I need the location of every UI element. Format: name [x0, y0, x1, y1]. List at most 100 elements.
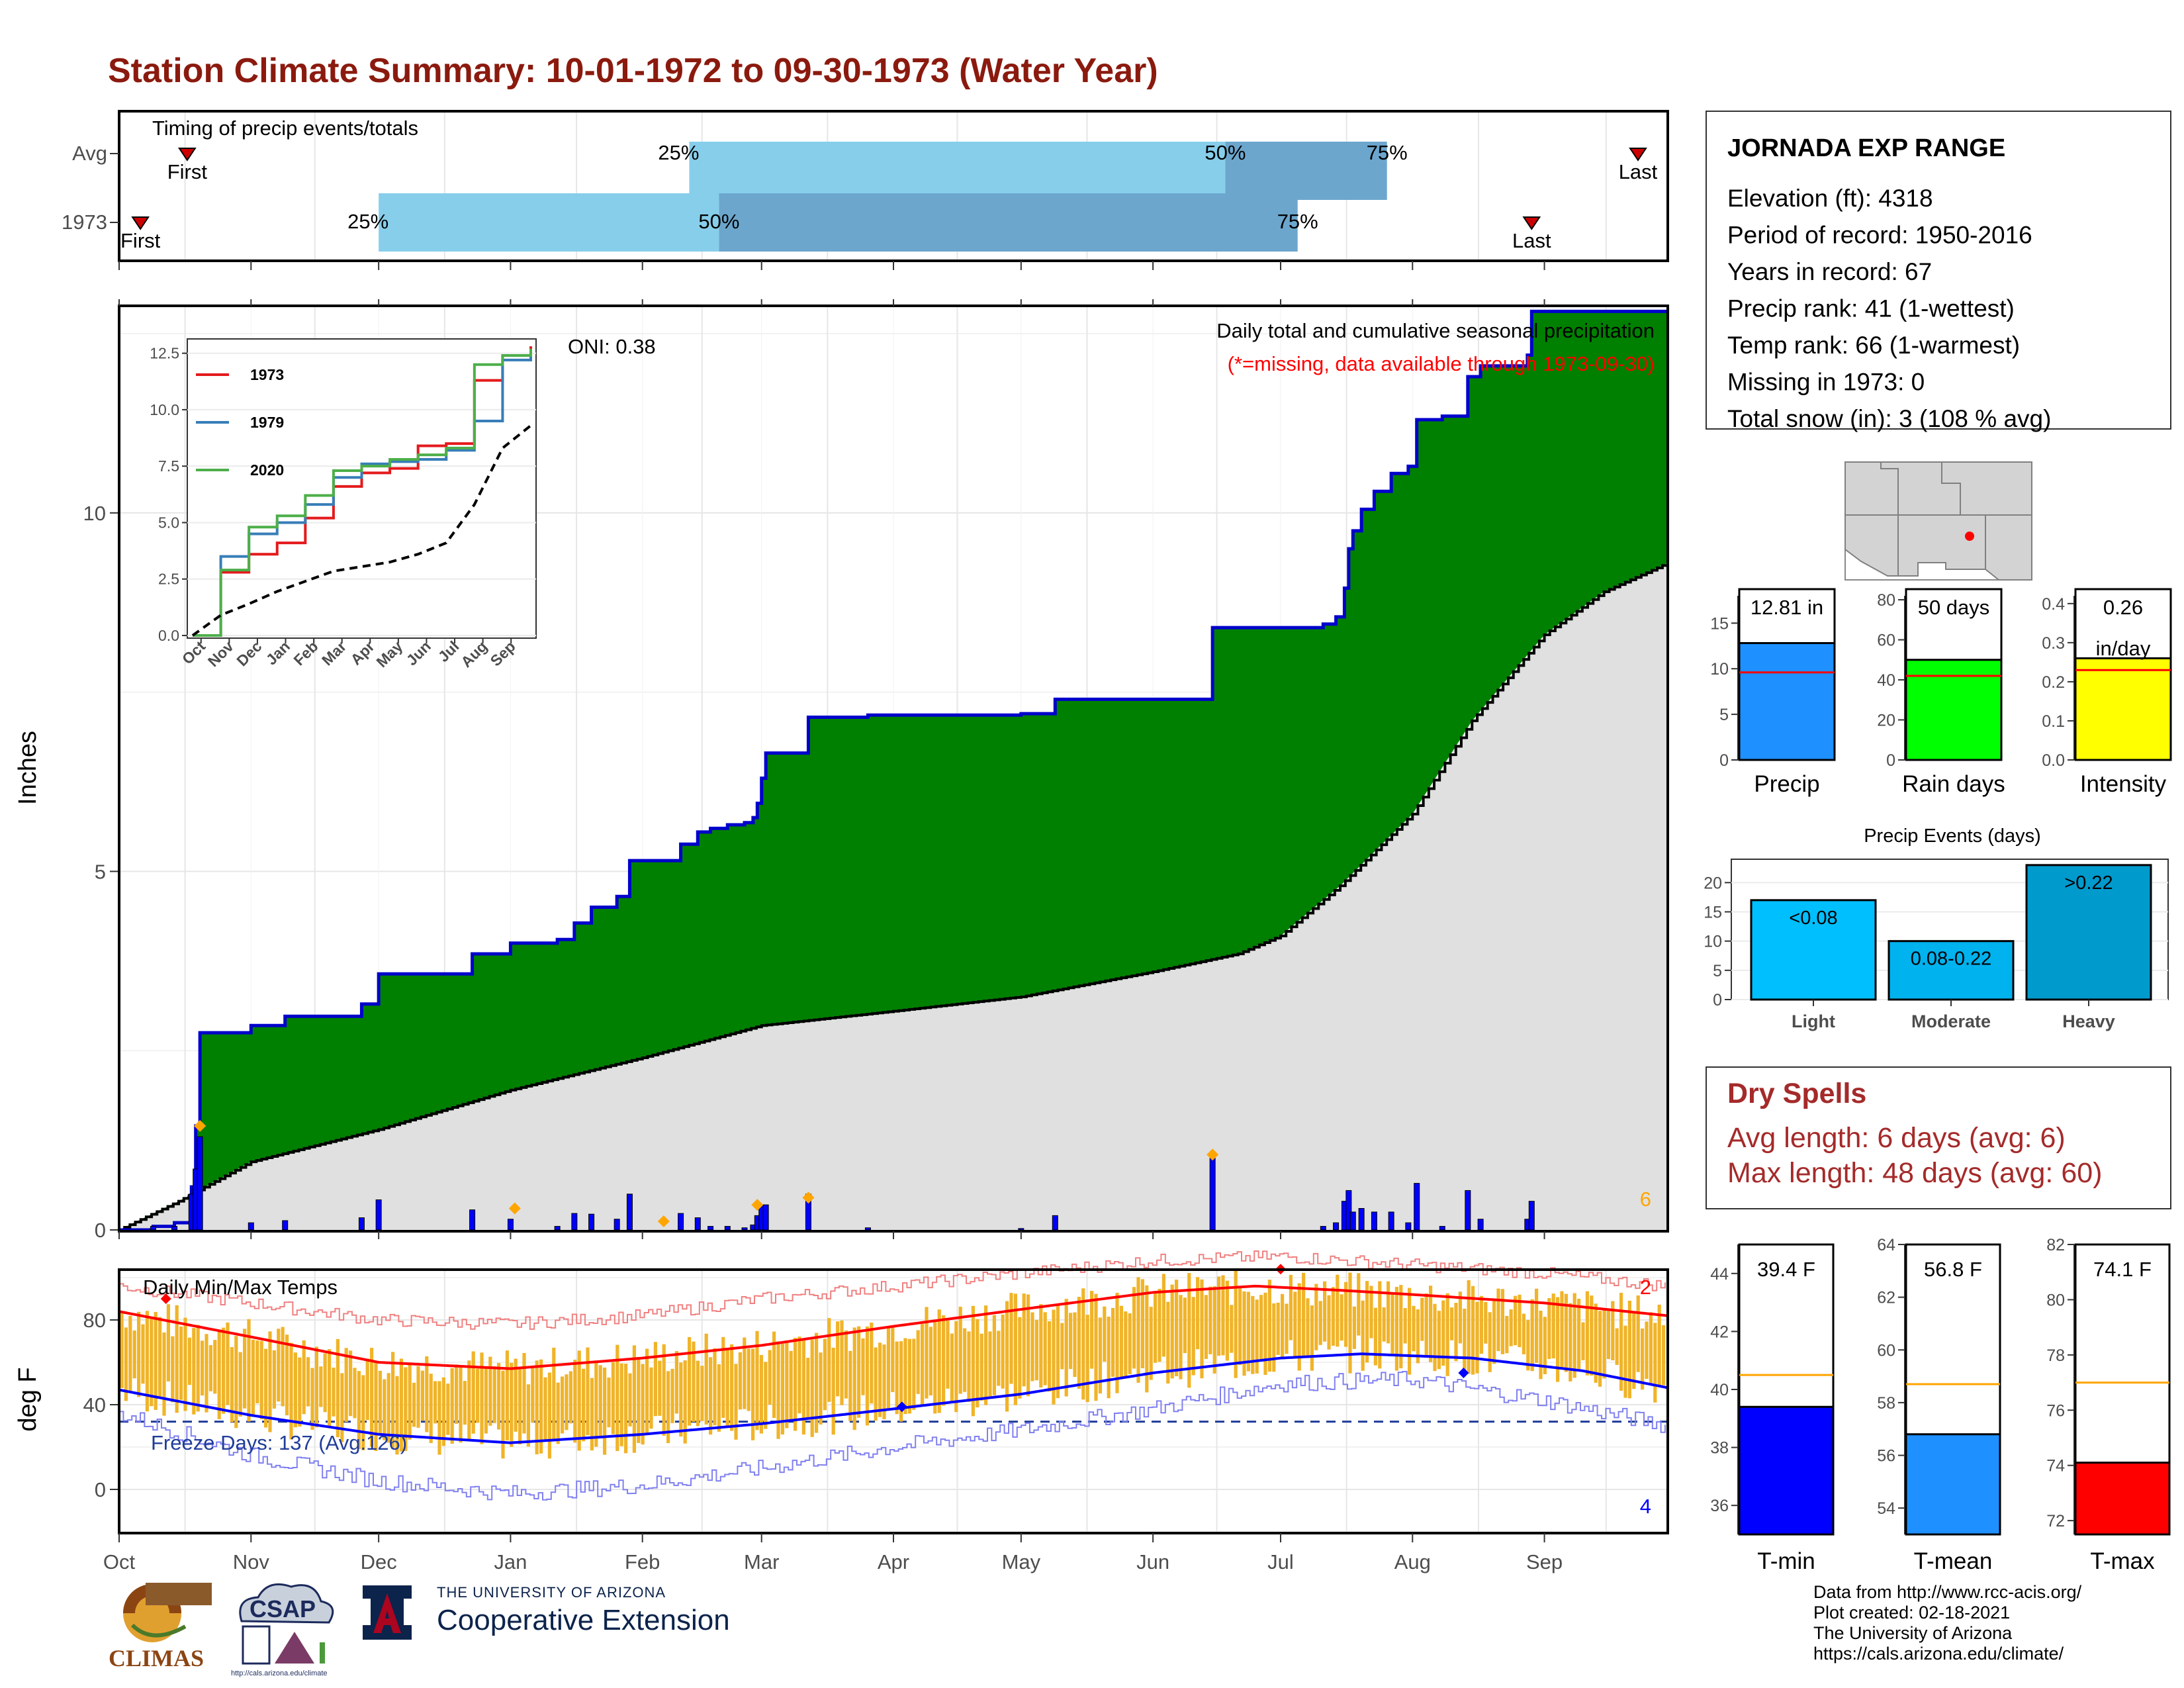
daily-temp-range-bar: [1518, 1294, 1522, 1348]
daily-temp-range-bar: [277, 1329, 281, 1402]
daily-temp-range-bar: [166, 1304, 170, 1382]
daily-temp-range-bar: [1259, 1295, 1263, 1361]
snow-marker: [802, 1192, 815, 1204]
daily-temp-range-bar: [1598, 1311, 1602, 1387]
daily-temp-range-bar: [683, 1360, 687, 1444]
daily-temp-range-bar: [577, 1350, 581, 1451]
daily-temp-range-bar: [132, 1330, 136, 1379]
daily-temp-range-bar: [340, 1373, 344, 1442]
university-of-arizona-logo: [357, 1579, 417, 1652]
station-info-line: Years in record: 67: [1727, 258, 1932, 285]
daily-precip-bar: [1358, 1208, 1365, 1231]
timing-panel: Timing of precip events/totals Avg 1973 …: [62, 110, 1669, 270]
daily-temp-range-bar: [1140, 1279, 1144, 1368]
daily-temp-range-bar: [1064, 1299, 1068, 1397]
inset-legend-label: 1973: [250, 366, 284, 383]
summary-ytick-label: 0.2: [2042, 673, 2065, 692]
daily-precip-bar: [724, 1226, 731, 1231]
daily-temp-range-bar: [670, 1368, 674, 1423]
daily-temp-range-bar: [378, 1370, 382, 1435]
temp-summary-value: 56.8 F: [1924, 1258, 1982, 1281]
daily-temp-range-bar: [323, 1353, 327, 1413]
daily-temp-range-bar: [171, 1336, 175, 1403]
daily-temp-range-bar: [399, 1358, 403, 1452]
daily-temp-range-bar: [535, 1360, 539, 1454]
timing-label: Timing of precip events/totals: [152, 117, 418, 140]
temp-extreme-marker: [160, 1293, 171, 1304]
daily-temp-range-bar: [1318, 1301, 1322, 1345]
daily-temp-range-bar: [1331, 1287, 1335, 1346]
daily-temp-range-bar: [738, 1352, 742, 1410]
daily-precip-bar: [571, 1213, 578, 1231]
daily-temp-range-bar: [865, 1326, 869, 1426]
inset-ytick-label: 10.0: [150, 401, 179, 418]
daily-temp-range-bar: [907, 1338, 911, 1414]
csap-logo-text: CSAP: [250, 1595, 316, 1622]
daily-temp-range-bar: [979, 1333, 983, 1401]
daily-precip-bar: [282, 1220, 289, 1231]
daily-temp-range-bar: [441, 1377, 445, 1446]
daily-temp-range-bar: [1547, 1297, 1551, 1359]
temp-summary-ytick-label: 82: [2046, 1236, 2065, 1254]
daily-precip-bar: [588, 1213, 595, 1231]
dry-spells-title: Dry Spells: [1727, 1078, 1866, 1109]
daily-temp-range-bar: [1488, 1312, 1492, 1372]
precip-ytick-label: 10: [83, 502, 106, 525]
summary-ytick-label: 20: [1877, 712, 1895, 730]
daily-temp-range-bar: [497, 1362, 501, 1430]
month-axis-label: Nov: [233, 1550, 270, 1573]
temp-ytick-label: 0: [95, 1478, 106, 1501]
temp-summary-ytick-label: 78: [2046, 1346, 2065, 1365]
daily-temp-range-bar: [1471, 1286, 1475, 1375]
daily-temp-range-bar: [1429, 1286, 1433, 1362]
daily-temp-range-bar: [196, 1325, 200, 1412]
daily-temp-range-bar: [395, 1376, 399, 1455]
daily-precip-bar: [1349, 1211, 1356, 1231]
daily-temp-range-bar: [1276, 1302, 1280, 1355]
daily-temp-range-bar: [1018, 1317, 1022, 1399]
daily-precip-bar: [1320, 1226, 1326, 1231]
daily-precip-bar: [469, 1209, 476, 1231]
station-name: JORNADA EXP RANGE: [1727, 134, 2005, 162]
daily-temp-range-bar: [1043, 1312, 1047, 1385]
daily-temp-range-bar: [598, 1365, 602, 1437]
daily-temp-range-bar: [954, 1321, 958, 1413]
daily-temp-range-bar: [789, 1350, 793, 1420]
daily-temp-range-bar: [365, 1358, 369, 1421]
daily-temp-range-bar: [1196, 1277, 1200, 1350]
daily-temp-range-bar: [522, 1352, 526, 1434]
daily-temp-range-bar: [514, 1358, 518, 1432]
daily-temp-range-bar: [319, 1366, 323, 1407]
daily-temp-range-bar: [251, 1339, 255, 1416]
temp-summary-ytick-label: 54: [1877, 1499, 1895, 1518]
daily-temp-range-bar: [1285, 1303, 1289, 1354]
summary-ytick-label: 40: [1877, 671, 1895, 690]
precip-ylabel: Inches: [14, 731, 42, 805]
events-ytick-label: 5: [1713, 962, 1722, 980]
daily-temp-range-bar: [1623, 1325, 1627, 1398]
daily-temp-range-bar: [1302, 1272, 1306, 1356]
events-bar: [1750, 899, 1877, 1001]
daily-temp-range-bar: [916, 1330, 920, 1394]
daily-precip-bar: [1371, 1211, 1377, 1231]
daily-precip-bar: [762, 1204, 769, 1231]
daily-temp-range-bar: [361, 1375, 365, 1450]
daily-precip-bar: [358, 1217, 365, 1231]
daily-temp-range-bar: [1103, 1306, 1107, 1362]
daily-temp-range-bar: [310, 1368, 314, 1430]
daily-temp-range-bar: [1479, 1295, 1483, 1354]
timing-q25-label: 25%: [347, 210, 388, 233]
daily-temp-range-bar: [603, 1367, 607, 1455]
daily-temp-range-bar: [387, 1373, 390, 1443]
daily-temp-range-bar: [120, 1312, 124, 1388]
daily-temp-range-bar: [1039, 1303, 1043, 1387]
csap-logo-url: http://cals.arizona.edu/climate: [231, 1669, 328, 1677]
events-bar-label: >0.22: [2064, 872, 2113, 894]
month-axis-label: Mar: [744, 1550, 779, 1573]
daily-temp-range-bar: [963, 1328, 967, 1392]
daily-precip-bar: [694, 1217, 701, 1231]
last-event-label: Last: [1619, 160, 1658, 183]
daily-temp-range-bar: [637, 1356, 641, 1443]
events-ytick-label: 10: [1704, 933, 1722, 951]
daily-temp-range-bar: [1327, 1295, 1331, 1350]
